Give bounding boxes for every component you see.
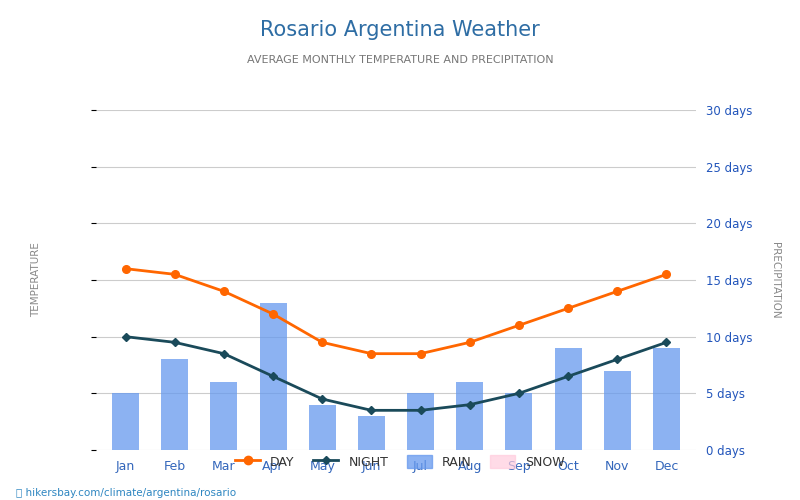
Text: 📍 hikersbay.com/climate/argentina/rosario: 📍 hikersbay.com/climate/argentina/rosari… [16,488,236,498]
Bar [309,404,336,450]
Bar [210,382,238,450]
Text: Rosario Argentina Weather: Rosario Argentina Weather [260,20,540,40]
Text: TEMPERATURE: TEMPERATURE [31,242,41,318]
Bar [259,302,286,450]
Y-axis label: PRECIPITATION: PRECIPITATION [770,242,779,318]
Bar [604,370,631,450]
Bar [456,382,483,450]
Bar [506,394,533,450]
Bar [407,394,434,450]
Bar [554,348,582,450]
Bar [358,416,385,450]
Bar [653,348,680,450]
Legend: DAY, NIGHT, RAIN, SNOW: DAY, NIGHT, RAIN, SNOW [230,450,570,474]
Bar [112,394,139,450]
Bar [161,360,188,450]
Text: AVERAGE MONTHLY TEMPERATURE AND PRECIPITATION: AVERAGE MONTHLY TEMPERATURE AND PRECIPIT… [246,55,554,65]
